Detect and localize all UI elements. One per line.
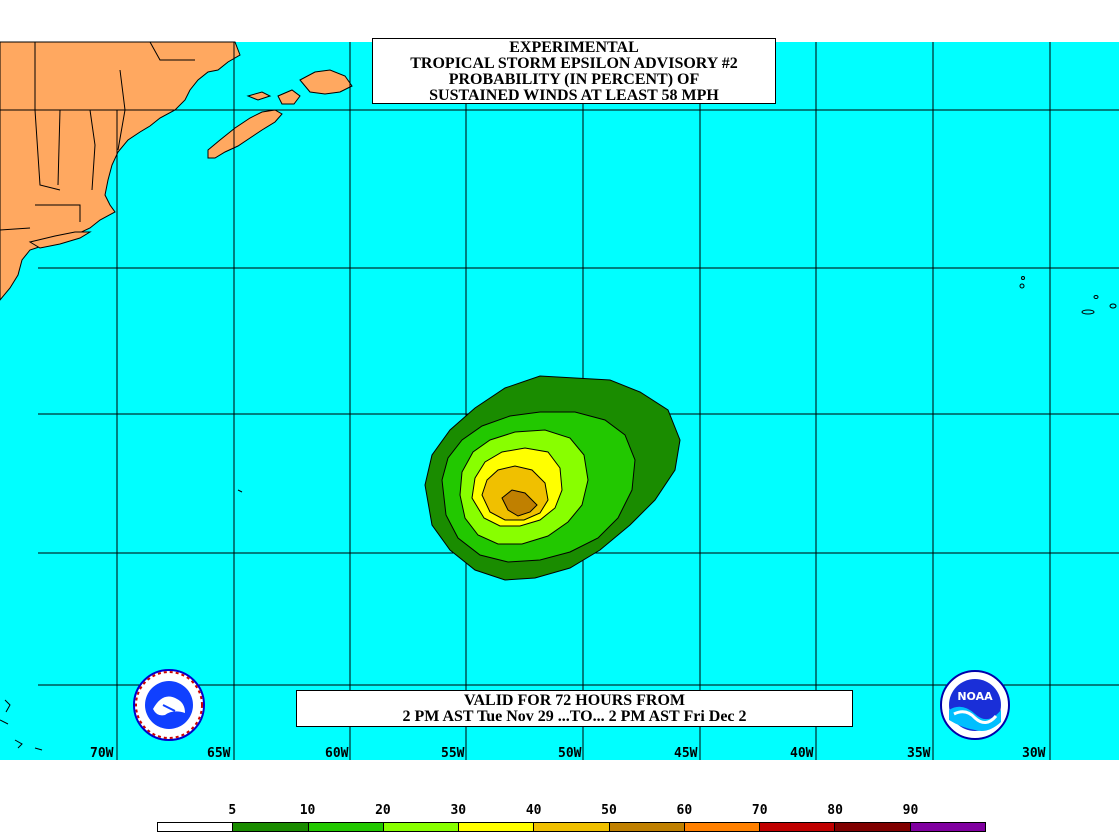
- legend-swatch: [308, 823, 384, 831]
- legend-label: 40: [525, 803, 542, 818]
- nws-logo: [133, 669, 205, 741]
- azores-islands: [1019, 276, 1117, 315]
- legend-label: 10: [299, 803, 316, 818]
- legend-swatch: [158, 823, 234, 831]
- valid-time-box: VALID FOR 72 HOURS FROM 2 PM AST Tue Nov…: [296, 690, 853, 727]
- legend-color-bar: [157, 822, 986, 832]
- legend-swatch: [760, 823, 836, 831]
- legend-label: 90: [902, 803, 919, 818]
- legend-swatch: [383, 823, 460, 831]
- longitude-label: 30W: [1022, 746, 1046, 761]
- longitude-label: 50W: [558, 746, 582, 761]
- longitude-label: 55W: [441, 746, 465, 761]
- legend-swatch: [534, 823, 610, 831]
- longitude-label: 65W: [207, 746, 231, 761]
- longitude-label: 45W: [674, 746, 698, 761]
- wind-probability-contours: [424, 375, 681, 581]
- legend-label: 5: [228, 803, 237, 818]
- legend-swatch: [910, 823, 985, 831]
- title-line-2: TROPICAL STORM EPSILON ADVISORY #2: [410, 55, 738, 72]
- longitude-label: 35W: [907, 746, 931, 761]
- legend-label: 50: [601, 803, 617, 818]
- legend-label: 80: [827, 803, 843, 818]
- land-north-america: [0, 41, 353, 301]
- longitude-label: 70W: [90, 746, 114, 761]
- legend-swatch: [459, 823, 535, 831]
- title-line-3: PROBABILITY (IN PERCENT) OF: [448, 71, 700, 88]
- legend-label: 30: [450, 803, 467, 818]
- legend-label: 70: [751, 803, 768, 818]
- noaa-logo: NOAA: [940, 670, 1010, 740]
- legend-swatch: [233, 823, 309, 831]
- title-line-4: SUSTAINED WINDS AT LEAST 58 MPH: [429, 87, 719, 104]
- contour-60-percent: [501, 489, 538, 517]
- legend-swatch: [609, 823, 685, 831]
- legend-label: 60: [676, 803, 693, 818]
- longitude-label: 40W: [790, 746, 814, 761]
- title-box: EXPERIMENTAL TROPICAL STORM EPSILON ADVI…: [372, 38, 776, 104]
- valid-line-2: 2 PM AST Tue Nov 29 ...TO... 2 PM AST Fr…: [402, 708, 747, 725]
- state-borders: [0, 41, 195, 231]
- legend-label: 20: [375, 803, 391, 818]
- valid-line-1: VALID FOR 72 HOURS FROM: [463, 692, 686, 709]
- noaa-logo-text: NOAA: [957, 690, 993, 703]
- legend-swatch: [684, 823, 761, 831]
- longitude-label: 60W: [325, 746, 349, 761]
- caribbean-islands: [0, 489, 243, 751]
- title-line-1: EXPERIMENTAL: [509, 39, 639, 56]
- legend-swatch: [835, 823, 911, 831]
